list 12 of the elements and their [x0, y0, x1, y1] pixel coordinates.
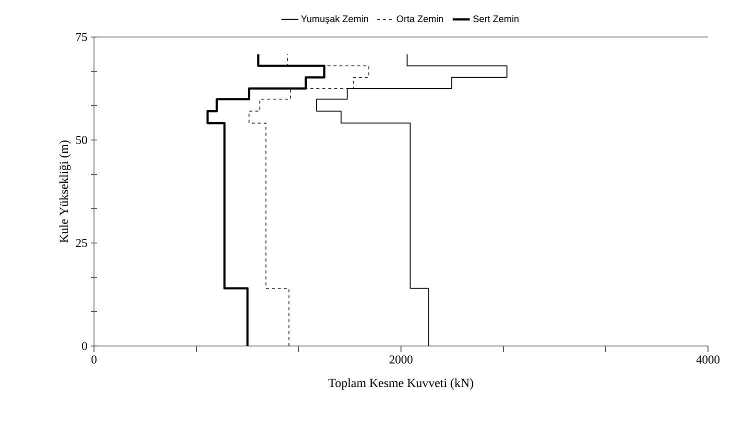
y-tick-label: 25: [76, 238, 88, 248]
y-axis-title: Kule Yüksekliği (m): [59, 140, 71, 243]
x-tick-label: 4000: [696, 355, 720, 364]
x-axis-title: Toplam Kesme Kuvveti (kN): [328, 378, 474, 390]
y-tick-label: 0: [82, 342, 88, 350]
x-tick-label: 0: [91, 355, 97, 364]
legend-label: Sert Zemin: [473, 15, 518, 22]
x-tick-label: 2000: [390, 355, 412, 364]
y-tick-label: 75: [76, 33, 88, 41]
y-tick-label: 50: [76, 136, 88, 144]
legend-label: Yumuşak Zemin: [301, 15, 368, 24]
legend-label: Orta Zemin: [396, 15, 444, 22]
